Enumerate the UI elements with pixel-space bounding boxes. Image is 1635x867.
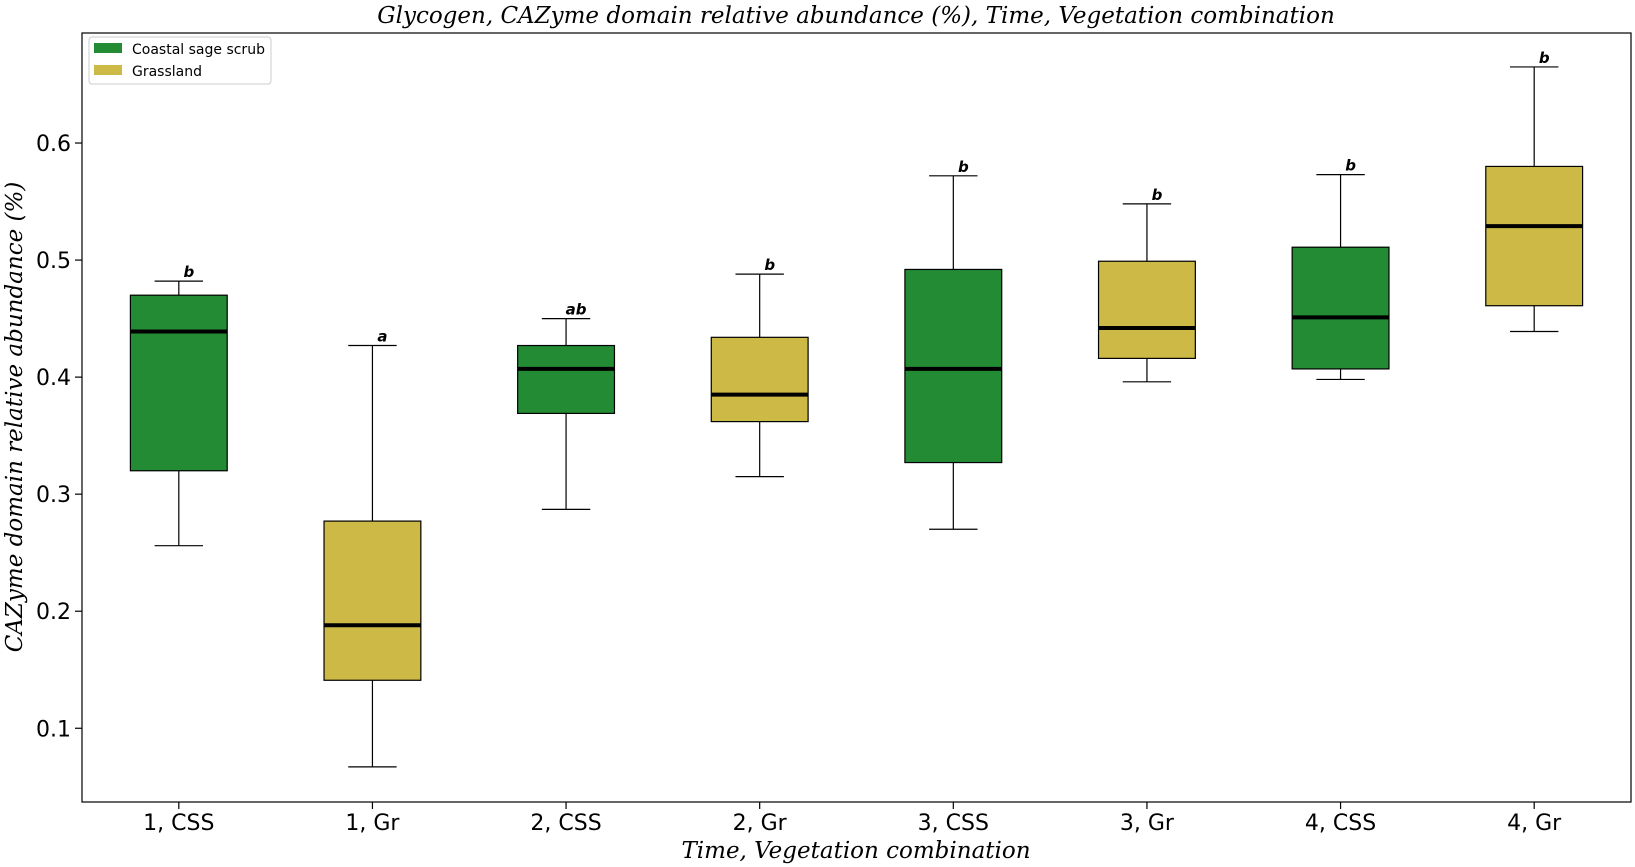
y-tick-label: 0.2: [36, 600, 71, 625]
significance-label: b: [1345, 157, 1356, 175]
x-tick-label: 3, Gr: [1120, 811, 1175, 836]
legend-label-coastal-sage-scrub: Coastal sage scrub: [132, 42, 265, 58]
box-iqr: [710, 336, 809, 423]
y-tick-label: 0.6: [36, 132, 71, 157]
x-tick-label: 1, Gr: [345, 811, 400, 836]
y-tick-label: 0.3: [36, 483, 71, 508]
y-axis-label: CAZyme domain relative abundance (%): [2, 182, 28, 653]
box-group: b: [1485, 49, 1584, 333]
significance-label: b: [1539, 49, 1550, 67]
box-group: b: [129, 263, 228, 547]
box-group: b: [1291, 157, 1390, 381]
y-tick-label: 0.4: [36, 366, 71, 391]
legend-frame: [88, 36, 272, 85]
y-tick-label: 0.1: [36, 717, 71, 742]
box-group: b: [1097, 186, 1196, 383]
box-group: b: [904, 158, 1003, 530]
x-tick-label: 2, Gr: [733, 811, 788, 836]
x-tick-label: 4, Gr: [1507, 811, 1562, 836]
y-axis: 0.1 0.2 0.3 0.4 0.5 0.6: [36, 132, 82, 742]
legend-swatch-grassland: [94, 65, 122, 75]
significance-label: b: [1152, 186, 1163, 204]
box-group: b: [710, 256, 809, 478]
x-tick-label: 3, CSS: [918, 811, 989, 836]
legend-swatch-coastal-sage-scrub: [94, 43, 122, 53]
significance-label: ab: [566, 301, 587, 319]
significance-label: b: [183, 263, 194, 281]
box-iqr: [129, 294, 228, 472]
boxes-layer: b a ab b b b b b: [129, 49, 1584, 768]
plot-frame: [81, 32, 1632, 803]
legend: Coastal sage scrub Grassland: [88, 36, 272, 85]
legend-label-grassland: Grassland: [132, 64, 202, 80]
x-tick-label: 1, CSS: [143, 811, 214, 836]
box-iqr: [1291, 246, 1390, 370]
x-tick-label: 4, CSS: [1305, 811, 1376, 836]
x-axis: 1, CSS 1, Gr 2, CSS 2, Gr 3, CSS 3, Gr 4, CSS 4…: [143, 802, 1562, 836]
significance-label: b: [764, 256, 775, 274]
y-tick-label: 0.5: [36, 249, 71, 274]
chart-title: Glycogen, CAZyme domain relative abundan…: [377, 3, 1335, 29]
box-iqr: [1097, 260, 1196, 359]
box-group: a: [323, 328, 422, 768]
x-tick-label: 2, CSS: [530, 811, 601, 836]
box-group: ab: [517, 301, 616, 510]
box-iqr: [904, 268, 1003, 464]
significance-label: b: [958, 158, 969, 176]
significance-label: a: [377, 328, 387, 346]
box-iqr: [323, 520, 422, 681]
x-axis-label: Time, Vegetation combination: [681, 838, 1030, 864]
box-iqr: [1485, 165, 1584, 307]
box-iqr: [517, 344, 616, 415]
